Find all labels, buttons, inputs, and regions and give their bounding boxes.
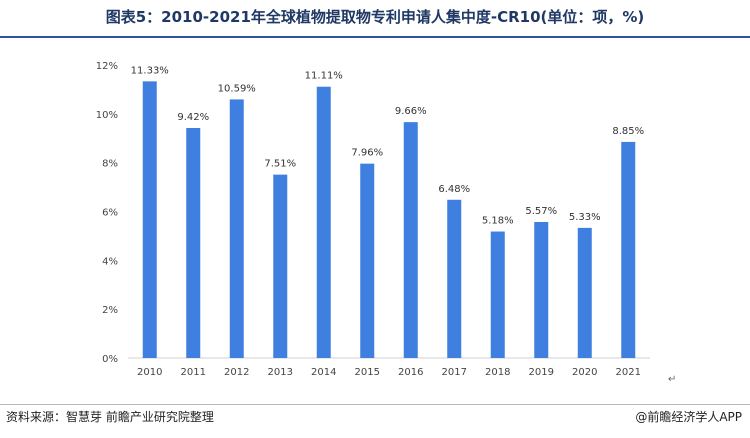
- bar-chart: 0% 2% 4% 6% 8% 10% 12% 11.33% 2010 9.42% 2011 10.59…: [96, 61, 650, 378]
- y-tick-label: 4%: [102, 256, 118, 267]
- source-note: 资料来源：智慧芽 前瞻产业研究院整理: [6, 410, 214, 424]
- y-tick-label: 6%: [102, 208, 118, 219]
- x-tick-label: 2018: [485, 367, 510, 378]
- y-tick-label: 0%: [102, 354, 118, 365]
- data-label: 5.18%: [482, 216, 514, 227]
- bar: [360, 163, 375, 358]
- bar: [447, 199, 462, 358]
- bar: [621, 141, 636, 358]
- x-tick-label: 2011: [181, 367, 206, 378]
- x-tick-label: 2010: [137, 367, 162, 378]
- x-tick-label: 2021: [616, 367, 641, 378]
- data-label: 11.33%: [131, 65, 169, 76]
- bar: [142, 81, 157, 358]
- bar: [316, 86, 331, 358]
- title-divider: [0, 36, 750, 38]
- brand-credit: @前瞻经济学人APP: [635, 410, 742, 424]
- bar: [229, 99, 244, 359]
- data-label: 9.42%: [177, 112, 209, 123]
- bar: [186, 127, 201, 359]
- x-tick-label: 2017: [442, 367, 467, 378]
- return-mark: ↵: [668, 374, 677, 385]
- y-tick-label: 8%: [102, 159, 118, 170]
- data-label: 11.11%: [305, 71, 343, 82]
- data-label: 7.96%: [351, 148, 383, 159]
- x-tick-label: 2012: [224, 367, 249, 378]
- y-tick-label: 10%: [96, 110, 118, 121]
- bar: [577, 227, 592, 358]
- chart-title: 图表5：2010-2021年全球植物提取物专利申请人集中度-CR10(单位：项，…: [105, 8, 645, 26]
- data-label: 5.33%: [569, 212, 601, 223]
- data-label: 8.85%: [612, 126, 644, 137]
- bar: [490, 231, 505, 358]
- x-tick-label: 2015: [355, 367, 380, 378]
- data-label: 5.57%: [525, 206, 557, 217]
- data-label: 9.66%: [395, 106, 427, 117]
- bar: [534, 221, 549, 358]
- x-tick-label: 2019: [529, 367, 554, 378]
- footer-divider: [0, 404, 750, 405]
- y-tick-label: 12%: [96, 61, 118, 72]
- x-tick-label: 2014: [311, 367, 336, 378]
- x-tick-label: 2020: [572, 367, 597, 378]
- y-tick-label: 2%: [102, 305, 118, 316]
- x-tick-label: 2013: [268, 367, 293, 378]
- data-label: 10.59%: [218, 83, 256, 94]
- data-label: 6.48%: [438, 184, 470, 195]
- x-tick-label: 2016: [398, 367, 423, 378]
- bar: [403, 122, 418, 358]
- bar: [273, 174, 288, 358]
- data-label: 7.51%: [264, 159, 296, 170]
